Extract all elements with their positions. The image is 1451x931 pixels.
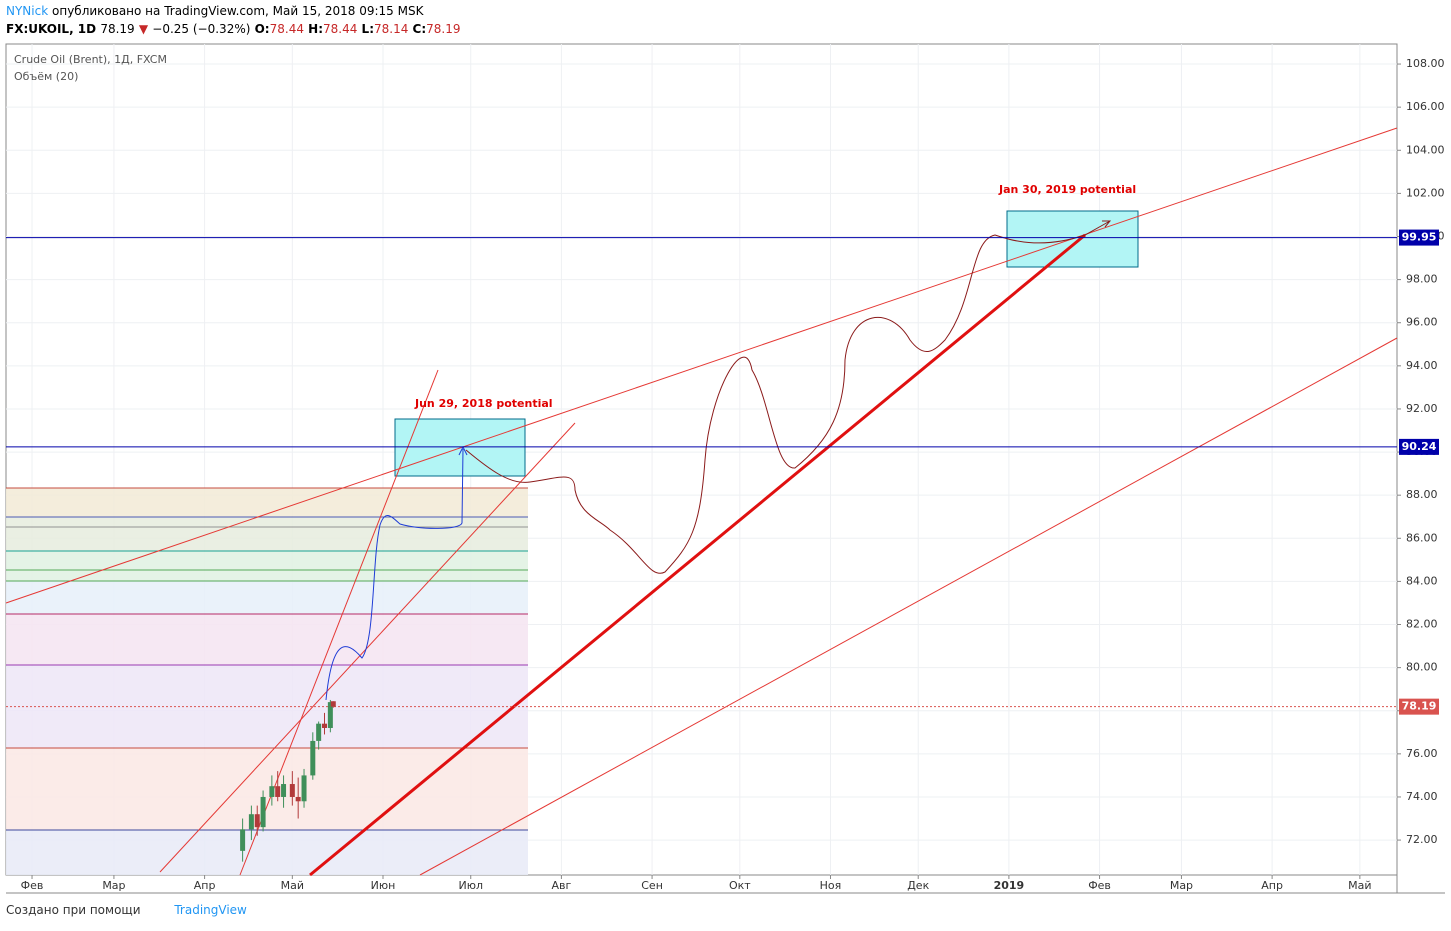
header-line2: FX:UKOIL, 1D 78.19 ▼ −0.25 (−0.32%) O:78… [6,22,461,36]
candle-body [281,784,287,797]
level-tag [1399,438,1439,455]
zone [6,748,528,830]
c-label: C: [412,22,427,36]
level-label: 78.19 [1402,700,1437,713]
y-tick-label: 76.00 [1406,747,1438,760]
candle-body [322,723,328,728]
trend-line [159,422,576,873]
author[interactable]: NYNick [6,4,49,18]
chart-subtitle: Объём (20) [14,70,78,83]
candle-body [295,796,301,802]
y-tick-label: 86.00 [1406,531,1438,544]
y-tick-label: 102.00 [1406,186,1445,199]
x-tick-label: Июл [458,879,483,892]
l-label: L: [361,22,374,36]
trend-line [419,337,1398,876]
x-tick-label: Апр [194,879,216,892]
trend-lines [5,127,1398,877]
projection-path [465,220,1112,574]
x-tick-label: Окт [729,879,751,892]
zone [6,581,528,614]
y-tick-label: 92.00 [1406,402,1438,415]
annotation: Jun 29, 2018 potential [414,397,553,410]
trend-line-main [309,233,1086,877]
chart: Crude Oil (Brent), 1Д, FXCM Объём (20) 72.… [5,43,1445,894]
footer: Создано при помощи TradingView [6,903,247,917]
o: 78.44 [269,22,304,36]
x-tick-label: 2019 [994,879,1025,892]
x-tick-label: Фев [1088,879,1111,892]
zone [6,488,528,517]
candle-body [316,723,322,741]
x-tick-label: Июн [371,879,396,892]
x-tick-label: Май [281,879,304,892]
candle-body [254,814,260,828]
x-tick-label: Фев [21,879,44,892]
candle-body [301,775,307,802]
symbol: FX:UKOIL, 1D [6,22,97,36]
x-tick-label: Мар [102,879,125,892]
candle-body [289,784,295,797]
candle-body [248,814,254,830]
published: опубликовано на TradingView.com, Май 15,… [52,4,424,18]
fib-zones [6,487,528,875]
h-label: H: [308,22,323,36]
annotation: Jan 30, 2019 potential [998,183,1136,196]
x-tick-label: Сен [641,879,663,892]
y-tick-label: 88.00 [1406,488,1438,501]
candle-body [327,702,333,728]
y-tick-label: 84.00 [1406,574,1438,587]
y-tick-label: 96.00 [1406,316,1438,329]
zone [6,517,528,551]
l: 78.14 [374,22,409,36]
h: 78.44 [323,22,358,36]
layout [5,43,1445,894]
change: −0.25 (−0.32%) [152,22,251,36]
y-tick-label: 98.00 [1406,273,1438,286]
y-tick-label: 74.00 [1406,790,1438,803]
y-tick-label: 94.00 [1406,359,1438,372]
level-tag [1399,698,1439,715]
x-tick-label: Ноя [820,879,842,892]
y-tick-label: 108.00 [1406,57,1445,70]
level-tag [1399,229,1439,246]
zone [6,551,528,581]
candle-body [260,796,266,828]
candle-body [269,786,275,797]
level-label: 99.95 [1402,231,1437,244]
header-line1: NYNick опубликовано на TradingView.com, … [6,4,423,18]
zone [6,830,528,875]
made-with: Создано при помощи [6,903,141,917]
level-label: 90.24 [1402,440,1437,453]
x-tick-label: Апр [1261,879,1283,892]
y-tick-label: 104.00 [1406,143,1445,156]
candle-body [275,786,281,797]
trend-line [5,127,1398,604]
y-tick-label: 106.00 [1406,100,1445,113]
price: 78.19 [100,22,135,36]
candle-body [330,701,336,707]
c: 78.19 [426,22,461,36]
brand[interactable]: TradingView [174,903,247,917]
y-tick-label: 72.00 [1406,833,1438,846]
candle-body [240,829,246,851]
candle-body [310,740,316,776]
zone [6,614,528,665]
x-tick-label: Мар [1170,879,1193,892]
chart-title: Crude Oil (Brent), 1Д, FXCM [14,53,167,66]
y-tick-label: 80.00 [1406,661,1438,674]
o-label: O: [254,22,270,36]
x-tick-label: Май [1348,879,1371,892]
x-tick-label: Авг [552,879,572,892]
x-tick-label: Дек [907,879,929,892]
y-tick-label: 82.00 [1406,618,1438,631]
